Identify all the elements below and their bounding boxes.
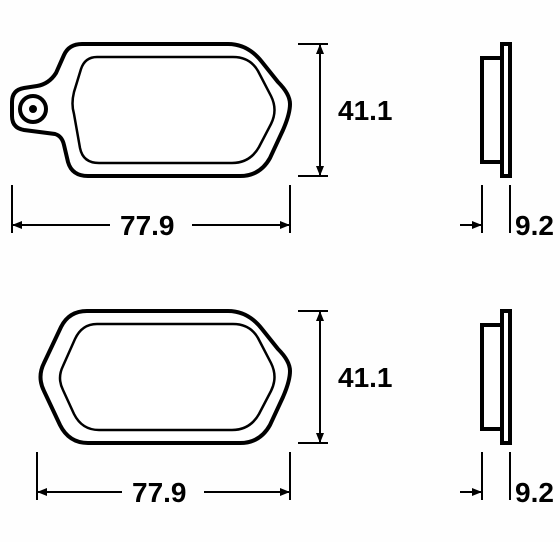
bottom-width-label: 77.9 [132, 477, 187, 508]
bottom-pad-group: 41.1 77.9 9.2 [37, 311, 554, 508]
top-height-dimension: 41.1 [298, 44, 393, 176]
top-width-label: 77.9 [120, 210, 175, 241]
bottom-thickness-label: 9.2 [515, 477, 554, 508]
brake-pad-diagram: 41.1 77.9 9.2 [0, 0, 560, 542]
bottom-thickness-dimension: 9.2 [460, 452, 554, 508]
top-pad-group: 41.1 77.9 9.2 [12, 44, 554, 241]
bottom-height-dimension: 41.1 [298, 311, 393, 443]
bottom-pad-front-view [41, 311, 291, 443]
top-width-dimension: 77.9 [12, 185, 290, 241]
top-thickness-dimension: 9.2 [460, 185, 554, 241]
top-pad-front-view [12, 44, 290, 176]
top-pad-side-view [482, 44, 510, 176]
bottom-pad-side-view [482, 311, 510, 443]
bottom-width-dimension: 77.9 [37, 452, 290, 508]
top-thickness-label: 9.2 [515, 210, 554, 241]
bottom-height-label: 41.1 [338, 362, 393, 393]
top-height-label: 41.1 [338, 95, 393, 126]
